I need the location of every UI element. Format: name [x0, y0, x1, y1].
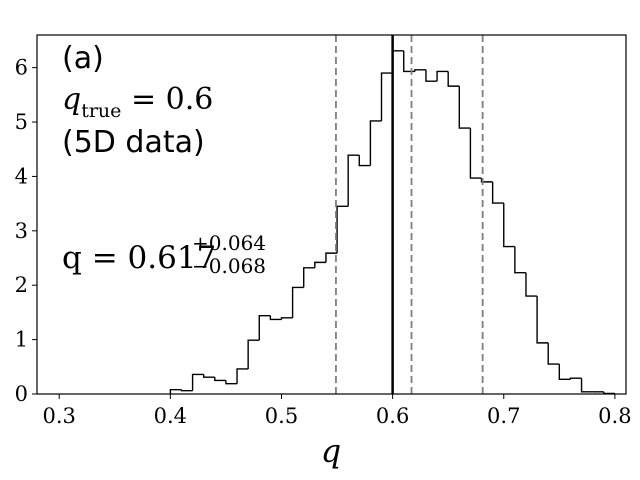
histogram-bin [469, 128, 482, 179]
axes: 0.3 0.4 0.5 0.6 0.7 0.8 0 1 2 3 4 5 6 [15, 34, 632, 428]
histogram-bin [480, 178, 493, 183]
histogram-bin [569, 377, 582, 380]
x-tick-label: 0.6 [376, 404, 409, 428]
histogram-bin [436, 70, 449, 82]
histogram-bin [458, 86, 471, 129]
x-tick-label: 0.7 [487, 404, 520, 428]
x-tick-label: 0.8 [598, 404, 631, 428]
x-tick-label: 0.3 [43, 404, 76, 428]
panel-label: (a) [62, 41, 104, 76]
histogram-bin [280, 317, 293, 320]
histogram-bin [214, 377, 226, 382]
histogram-bin [558, 364, 571, 381]
q-true-label: qtrue = 0.6 [62, 82, 213, 122]
histogram-bin [236, 368, 249, 384]
chart-marks [169, 35, 616, 395]
y-tick-label: 5 [15, 110, 28, 134]
histogram-bin [547, 342, 560, 365]
q-estimate-main: q = 0.617 [62, 240, 216, 276]
data-note: (5D data) [62, 125, 205, 160]
histogram-bin [269, 315, 282, 321]
histogram-bin [369, 120, 382, 166]
histogram-bin [358, 155, 371, 167]
histogram-bin [225, 380, 238, 385]
histogram-bin [336, 205, 349, 254]
y-tick-label: 4 [15, 164, 28, 188]
q-estimate-label: q = 0.617 [62, 240, 216, 276]
histogram-bin [414, 69, 426, 72]
histogram-bin [536, 296, 549, 344]
histogram-bin [247, 339, 260, 369]
histogram-bin [303, 267, 315, 288]
histogram-bin [525, 272, 538, 297]
histogram-bin [491, 181, 504, 204]
q-estimate-minus: −0.068 [192, 254, 266, 278]
histogram-bin [503, 203, 515, 248]
x-tick-label: 0.5 [265, 404, 298, 428]
y-tick-label: 0 [15, 382, 28, 406]
y-tick-label: 3 [15, 219, 28, 243]
histogram-bin [580, 378, 593, 393]
histogram-bin [447, 71, 460, 87]
y-tick-label: 2 [15, 273, 28, 297]
q-true-subscript: true [81, 100, 121, 122]
histogram-bin [202, 374, 215, 378]
histogram-bin [291, 286, 304, 318]
q-estimate-plus: +0.064 [192, 231, 266, 255]
histogram-bin [191, 373, 204, 391]
histogram-bin [258, 314, 271, 341]
histogram-bin [380, 72, 393, 121]
histogram-bin [314, 261, 326, 268]
plot-area [37, 35, 626, 394]
axes-frame [36, 34, 627, 395]
histogram-bin [425, 69, 438, 82]
histogram-bin [180, 389, 193, 392]
histogram-bin [169, 388, 182, 394]
y-tick-label: 1 [15, 328, 28, 352]
y-tick-label: 6 [15, 56, 28, 80]
x-axis-label: q [321, 432, 341, 470]
q-true-value: = 0.6 [121, 82, 213, 117]
histogram-bin [347, 154, 360, 207]
q-true-symbol: q [62, 82, 81, 117]
histogram-bin [325, 252, 338, 263]
histogram-bin [514, 246, 526, 274]
x-tick-label: 0.4 [154, 404, 187, 428]
